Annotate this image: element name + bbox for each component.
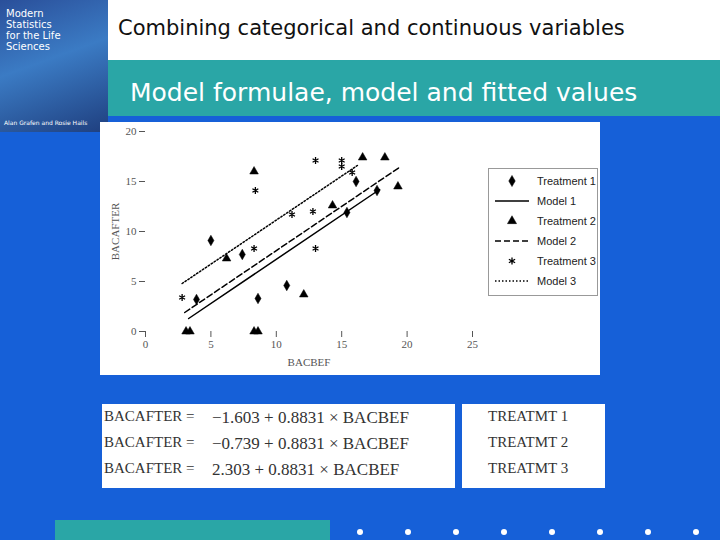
html-text:−0.739 + 0.8831 × BACBEF: −0.739 + 0.8831 × BACBEF	[212, 434, 409, 453]
html-text:−1.603 + 0.8831 × BACBEF: −1.603 + 0.8831 × BACBEF	[212, 408, 409, 427]
svg-text:10: 10	[126, 225, 138, 237]
html-text:2.303 + 0.8831 × BACBEF: 2.303 + 0.8831 × BACBEF	[212, 460, 400, 479]
svg-text:20: 20	[126, 125, 138, 137]
svg-text:5: 5	[208, 338, 214, 350]
svg-text:Treatment 1: Treatment 1	[537, 175, 596, 187]
svg-text:0: 0	[143, 338, 149, 350]
svg-text:25: 25	[467, 338, 479, 350]
svg-text:Treatment 2: Treatment 2	[537, 215, 596, 227]
html-text:Model formulae, model and fitt: Model formulae, model and fitted values	[130, 78, 638, 107]
html-text:BACAFTER =: BACAFTER =	[104, 408, 195, 424]
svg-text:15: 15	[336, 338, 348, 350]
svg-text:Treatment 3: Treatment 3	[537, 255, 596, 267]
html-text:Combining categorical and cont: Combining categorical and continuous var…	[118, 16, 625, 40]
svg-text:5: 5	[131, 275, 137, 287]
svg-text:BACAFTER: BACAFTER	[109, 202, 121, 260]
svg-text:10: 10	[271, 338, 283, 350]
html-text:BACAFTER =: BACAFTER =	[104, 460, 195, 476]
svg-text:0: 0	[131, 325, 137, 337]
html-text:TREATMT 1: TREATMT 1	[488, 408, 569, 424]
svg-text:20: 20	[402, 338, 414, 350]
svg-text:BACBEF: BACBEF	[288, 356, 331, 368]
html-text:Modern Statistics for the Life: Modern Statistics for the Life Sciences	[6, 8, 61, 52]
html-text:BACAFTER =: BACAFTER =	[104, 434, 195, 450]
html-text:Alan Grafen and Rosie Hails: Alan Grafen and Rosie Hails	[4, 119, 88, 126]
svg-text:Model 1: Model 1	[537, 195, 576, 207]
svg-text:15: 15	[126, 175, 138, 187]
html-text:TREATMT 2: TREATMT 2	[488, 434, 569, 450]
svg-text:Model 3: Model 3	[537, 275, 576, 287]
svg-text:Model 2: Model 2	[537, 235, 576, 247]
html-text:TREATMT 3: TREATMT 3	[488, 460, 569, 476]
